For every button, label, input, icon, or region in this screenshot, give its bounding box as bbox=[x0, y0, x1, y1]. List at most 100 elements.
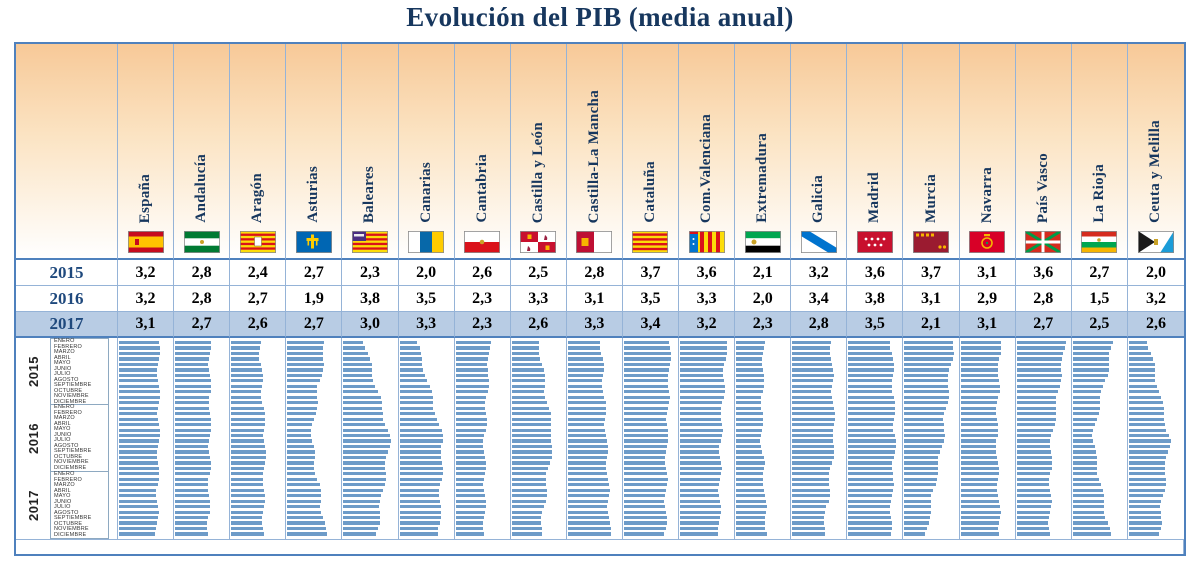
sparkline-bar bbox=[792, 444, 834, 449]
sparkline-bar bbox=[287, 472, 316, 476]
sparkline-bar bbox=[455, 532, 485, 536]
sparkline-bar bbox=[848, 439, 896, 443]
sparkline-bar bbox=[287, 423, 313, 427]
sparkline-bar bbox=[287, 395, 318, 399]
month-label: DICIEMBRE bbox=[54, 531, 87, 538]
sparkline-bar bbox=[1072, 357, 1109, 361]
sparkline-bar bbox=[119, 384, 160, 388]
sparkline-bar bbox=[736, 532, 767, 536]
sparkline-bar bbox=[680, 362, 724, 367]
sparkline-bar bbox=[1016, 373, 1062, 377]
sparkline-bar bbox=[511, 444, 552, 449]
sparkline-bar bbox=[455, 390, 488, 394]
sparkline-bar bbox=[567, 406, 607, 410]
sparkline-bar bbox=[399, 346, 420, 350]
sparkline-bar bbox=[848, 433, 895, 438]
sparkline-bar bbox=[287, 412, 317, 416]
sparkline-bar bbox=[680, 483, 720, 487]
pib-value-cell: 3,3 bbox=[398, 312, 455, 338]
sparkline-bar bbox=[1016, 488, 1051, 492]
sparkline-bar bbox=[343, 472, 386, 476]
region-header-aragon: Aragón bbox=[230, 44, 287, 260]
pib-value-cell: 3,8 bbox=[342, 286, 399, 312]
sparkline-year-group: 2017 ENERO FEBRERO MARZO ABRIL MAYO JUNIO JULIO… bbox=[16, 471, 117, 539]
pib-value-cell: 2,0 bbox=[735, 286, 792, 312]
sparkline-bar bbox=[511, 526, 542, 531]
sparkline-bar bbox=[511, 346, 539, 350]
region-header-murcia: Murcia bbox=[903, 44, 960, 260]
sparkline-bar bbox=[343, 444, 390, 449]
sparkline-bar bbox=[1072, 477, 1099, 481]
sparkline-bar bbox=[231, 412, 265, 416]
region-name-label: Cantabria bbox=[473, 154, 490, 223]
sparkline-bar bbox=[511, 406, 550, 410]
sparkline-bar bbox=[904, 351, 954, 356]
month-list: ENERO FEBRERO MARZO ABRIL MAYO JUNIO JULIO AGOS… bbox=[50, 404, 109, 472]
pib-value-cell: 3,2 bbox=[118, 286, 175, 312]
sparkline-bar bbox=[455, 384, 489, 388]
month-label: JULIO bbox=[54, 437, 71, 443]
pib-value-cell: 2,6 bbox=[1127, 312, 1184, 338]
sparkline-bar bbox=[680, 444, 720, 449]
sparkline-bar bbox=[287, 401, 318, 405]
pib-value-cell: 3,1 bbox=[566, 286, 623, 312]
sparkline-bar bbox=[680, 423, 723, 427]
sparkline-bar bbox=[623, 412, 667, 416]
sparkline-bar bbox=[511, 379, 546, 383]
pib-value-cell: 2,9 bbox=[959, 286, 1016, 312]
sparkline-bar bbox=[792, 373, 834, 377]
region-header-cataluna: Cataluña bbox=[622, 44, 680, 260]
sparkline-cell-la-rioja bbox=[1071, 338, 1128, 540]
region-name-label: Extremadura bbox=[754, 133, 771, 223]
sparkline-bar bbox=[960, 477, 999, 481]
sparkline-bar bbox=[231, 450, 266, 454]
sparkline-bar bbox=[848, 412, 895, 416]
sparkline-bar bbox=[848, 379, 892, 383]
sparkline-bar bbox=[736, 516, 766, 520]
sparkline-bar bbox=[119, 417, 158, 421]
sparkline-bar bbox=[511, 412, 551, 416]
sparkline-axis: 2015 ENERO FEBRERO MARZO ABRIL MAYO JUNIO JULIO… bbox=[16, 338, 118, 540]
valenciana-flag-icon bbox=[688, 231, 725, 253]
month-label: JUNIO bbox=[54, 365, 72, 372]
sparkline-bar bbox=[231, 384, 263, 388]
sparkline-bar bbox=[1072, 390, 1101, 394]
sparkline-bar bbox=[1016, 390, 1059, 394]
sparkline-bar bbox=[567, 532, 611, 536]
sparkline-bar bbox=[1072, 395, 1101, 399]
sparkline-bar bbox=[287, 532, 327, 536]
sparkline-bar bbox=[623, 455, 666, 460]
sparkline-cell-aragon bbox=[230, 338, 287, 540]
sparkline-bar bbox=[567, 488, 610, 492]
sparkline-bar bbox=[792, 499, 829, 503]
sparkline-bar bbox=[792, 384, 832, 388]
sparkline-bar bbox=[1072, 526, 1110, 531]
sparkline-bar bbox=[455, 423, 487, 427]
sparkline-bar bbox=[343, 417, 384, 421]
sparkline-bar bbox=[399, 379, 428, 383]
sparkline-bar bbox=[1016, 532, 1051, 536]
sparkline-bar bbox=[231, 428, 264, 432]
month-label: OCTUBRE bbox=[54, 520, 83, 527]
month-label: DICIEMBRE bbox=[54, 464, 87, 471]
sparkline-cell-asturias bbox=[286, 338, 343, 540]
sparkline-bar bbox=[848, 373, 893, 377]
sparkline-bar bbox=[287, 499, 321, 503]
sparkline-bar bbox=[175, 505, 211, 509]
sparkline-bar bbox=[455, 494, 485, 498]
sparkline-bar bbox=[904, 412, 945, 416]
sparkline-bar bbox=[848, 368, 894, 372]
sparkline-bar bbox=[119, 346, 160, 350]
sparkline-bar bbox=[680, 488, 719, 492]
sparkline-bar bbox=[680, 461, 721, 465]
region-name-label: Aragón bbox=[249, 172, 266, 223]
sparkline-bar bbox=[287, 526, 327, 531]
cataluna-flag-icon bbox=[632, 231, 669, 253]
sparkline-bar bbox=[567, 341, 601, 345]
andalucia-flag-icon bbox=[183, 231, 220, 253]
sparkline-bar bbox=[848, 488, 894, 492]
sparkline-bar bbox=[399, 401, 433, 405]
la-rioja-flag-icon bbox=[1081, 231, 1118, 253]
sparkline-bar bbox=[623, 401, 670, 405]
sparkline-bar bbox=[1016, 384, 1061, 388]
